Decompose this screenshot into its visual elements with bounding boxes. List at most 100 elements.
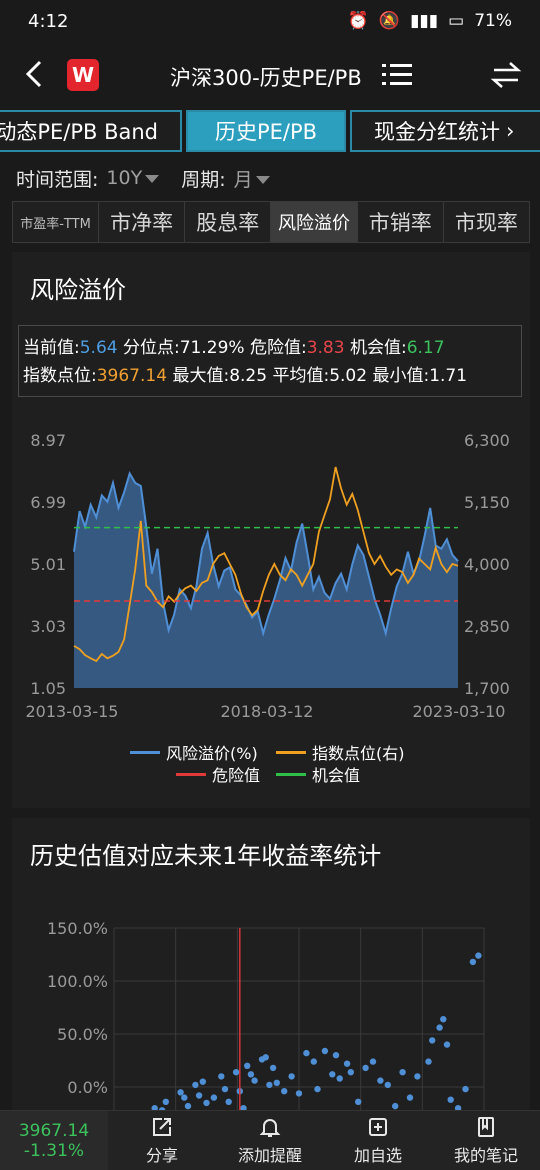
min-label: 最小值: xyxy=(372,366,430,386)
add-watchlist-button[interactable]: 加自选 xyxy=(324,1111,432,1170)
caret-down-icon xyxy=(145,174,160,183)
my-notes-button[interactable]: 我的笔记 xyxy=(432,1111,540,1170)
scatter-point xyxy=(369,1058,377,1065)
scatter-point xyxy=(406,1094,414,1101)
legend-item-risk[interactable]: 风险溢价(%) xyxy=(130,740,258,764)
legend-swatch xyxy=(276,750,306,754)
risk-premium-line xyxy=(73,471,459,638)
list-menu-icon[interactable] xyxy=(382,62,412,88)
tab-dynamic-pe-pb-band[interactable]: 动态PE/PB Band xyxy=(0,110,182,152)
scatter-point xyxy=(429,1037,436,1044)
y-tick-label: 0.0% xyxy=(67,1078,108,1097)
chevron-right-icon: › xyxy=(506,119,515,143)
scatter-point xyxy=(314,1085,321,1093)
max-value: 8.25 xyxy=(229,366,268,386)
range-selector: 时间范围: 10Y 周期: 月 xyxy=(0,162,540,194)
scatter-point xyxy=(244,1062,251,1069)
y-tick-label: 50.0% xyxy=(57,1025,108,1044)
plus-square-icon xyxy=(369,1117,387,1136)
bottom-bar: 3967.14 -1.31% 分享 添加提醒 加自选 我的笔记 xyxy=(0,1110,540,1170)
scatter-point xyxy=(377,1077,384,1084)
y-left-tick-label: 1.05 xyxy=(30,679,66,698)
share-button[interactable]: 分享 xyxy=(108,1111,216,1170)
quote-price: 3967.14 xyxy=(18,1120,90,1141)
scatter-point xyxy=(195,1092,203,1099)
return-scatter-chart: 150.0% 100.0% 50.0% 0.0% xyxy=(47,919,485,1110)
app-logo: W xyxy=(67,59,99,91)
avg-value: 5.02 xyxy=(329,366,368,386)
notebook-icon xyxy=(478,1116,494,1137)
scatter-point xyxy=(392,1102,399,1110)
scatter-point xyxy=(454,1105,462,1110)
metric-tabs: 市盈率-TTM 市净率 股息率 风险溢价 市销率 市现率 xyxy=(12,201,530,243)
scatter-point xyxy=(288,1073,295,1080)
danger-label: 危险值: xyxy=(249,338,307,358)
scatter-point xyxy=(162,1098,169,1105)
scatter-point xyxy=(158,1107,166,1110)
scatter-point xyxy=(177,1089,184,1096)
status-icons: ⏰ 🔕 ▮▮▮ ▭ 71% xyxy=(348,11,512,31)
add-alert-button[interactable]: 添加提醒 xyxy=(216,1111,324,1170)
caret-down-icon xyxy=(255,176,270,184)
y-right-tick-label: 4,000 xyxy=(464,555,510,574)
status-bar: 4:12 ⏰ 🔕 ▮▮▮ ▭ 71% xyxy=(0,0,540,42)
y-right-tick-label: 6,300 xyxy=(464,431,510,450)
subtab-pcf[interactable]: 市现率 xyxy=(443,202,530,242)
x-tick-label: 2013-03-15 xyxy=(26,702,119,720)
subtab-pe-ttm[interactable]: 市盈率-TTM xyxy=(13,202,99,242)
stats-box: 当前值:5.64 分位点:71.29% 危险值:3.83 机会值:6.17 指数… xyxy=(18,325,522,397)
main-tabs: 动态PE/PB Band 历史PE/PB 现金分红统计 › xyxy=(0,108,540,154)
back-icon[interactable] xyxy=(18,56,54,92)
x-tick-label: 2023-03-10 xyxy=(413,702,506,720)
chance-label: 机会值: xyxy=(349,338,407,358)
scatter-point xyxy=(295,1090,303,1097)
scatter-point xyxy=(192,1081,199,1089)
risk-premium-section: 风险溢价 当前值:5.64 分位点:71.29% 危险值:3.83 机会值:6.… xyxy=(12,252,530,808)
time-range-select[interactable]: 10Y xyxy=(106,167,160,189)
scatter-point xyxy=(203,1099,210,1107)
scatter-point xyxy=(221,1085,229,1093)
scatter-point xyxy=(269,1064,277,1072)
scatter-point xyxy=(436,1024,443,1031)
risk-premium-area xyxy=(74,473,458,688)
legend-item-danger[interactable]: 危险值 xyxy=(176,762,260,786)
scatter-point xyxy=(281,1088,288,1095)
index-label: 指数点位: xyxy=(23,366,97,386)
scatter-point xyxy=(414,1073,421,1080)
current-value: 5.64 xyxy=(79,338,118,358)
risk-premium-chart[interactable]: 8.97 6.99 5.01 3.03 1.05 6,300 5,150 4,000 2,850… xyxy=(12,420,530,721)
y-left-tick-label: 5.01 xyxy=(30,555,66,574)
scatter-point xyxy=(447,1096,454,1103)
swap-icon[interactable] xyxy=(490,60,522,90)
signal-icon: ▮▮▮ xyxy=(410,11,439,31)
scatter-point xyxy=(462,1085,469,1093)
subtab-risk-premium[interactable]: 风险溢价 xyxy=(271,202,358,242)
tab-cash-dividend[interactable]: 现金分红统计 › xyxy=(350,110,540,152)
legend-item-index[interactable]: 指数点位(右) xyxy=(276,740,405,764)
quote-box[interactable]: 3967.14 -1.31% xyxy=(0,1111,108,1170)
scatter-point xyxy=(355,1098,362,1105)
legend-item-chance[interactable]: 机会值 xyxy=(276,762,360,786)
scatter-point xyxy=(343,1060,351,1067)
scatter-point xyxy=(384,1081,391,1089)
return-stats-section: 历史估值对应未来1年收益率统计 150.0% 100.0% 50.0% 0.0% xyxy=(12,818,530,1110)
y-left-tick-label: 8.97 xyxy=(30,431,66,450)
section-title: 历史估值对应未来1年收益率统计 xyxy=(30,842,382,870)
subtab-dividend-yield[interactable]: 股息率 xyxy=(185,202,272,242)
status-time: 4:12 xyxy=(28,10,69,32)
scatter-point xyxy=(321,1047,329,1055)
tab-history-pe-pb[interactable]: 历史PE/PB xyxy=(186,110,346,152)
period-select[interactable]: 月 xyxy=(234,165,270,192)
app-bar: W 沪深300-历史PE/PB xyxy=(0,42,540,108)
subtab-ps[interactable]: 市销率 xyxy=(357,202,444,242)
y-tick-label: 150.0% xyxy=(47,919,108,938)
scatter-point xyxy=(399,1069,406,1076)
scatter-point xyxy=(218,1073,225,1080)
battery-level: 71% xyxy=(474,11,512,31)
scatter-point xyxy=(425,1058,432,1065)
subtab-pb[interactable]: 市净率 xyxy=(99,202,186,242)
bell-icon xyxy=(259,1118,281,1137)
scatter-point xyxy=(475,952,482,959)
scatter-point xyxy=(199,1078,206,1085)
scatter-point xyxy=(303,1049,310,1057)
